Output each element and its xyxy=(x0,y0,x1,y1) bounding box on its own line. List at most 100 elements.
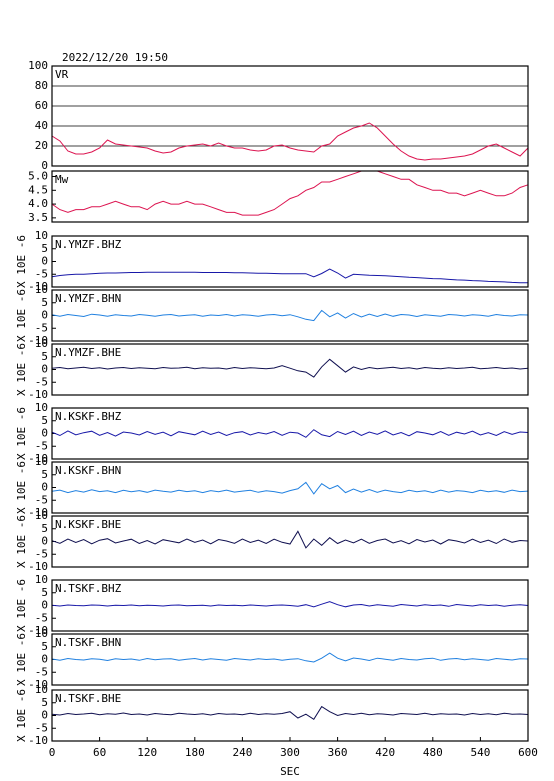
y-tick-label: 10 xyxy=(35,573,48,586)
panel-frame xyxy=(51,689,529,742)
x-tick-label: 480 xyxy=(423,746,443,759)
chart-title: 2022/12/20 19:50 xyxy=(62,51,168,64)
y-tick-label: 0 xyxy=(41,535,48,548)
x-tick-label: 240 xyxy=(232,746,252,759)
y-tick-label: -10 xyxy=(28,624,48,637)
y-tick-label: 0 xyxy=(41,255,48,268)
y-tick-label: -5 xyxy=(35,321,48,334)
y-tick-label: 0 xyxy=(41,159,48,172)
y-tick-label: 10 xyxy=(35,229,48,242)
y-tick-label: 10 xyxy=(35,337,48,350)
y-tick-label: 10 xyxy=(35,455,48,468)
y-tick-label: 10 xyxy=(35,283,48,296)
y-tick-label: 0 xyxy=(41,709,48,722)
series-line xyxy=(51,481,529,495)
panel-label: N.KSKF.BHN xyxy=(55,464,121,477)
y-tick-label: -5 xyxy=(35,665,48,678)
y-axis-label: X 10E -6 xyxy=(15,633,28,686)
y-axis-label: X 10E -6 xyxy=(15,235,28,288)
y-tick-label: 5 xyxy=(41,640,48,653)
panel-frame xyxy=(51,65,529,167)
panel-label: N.YMZF.BHE xyxy=(55,346,121,359)
y-axis-label: X 10E -6 xyxy=(15,461,28,514)
panel-label: Mw xyxy=(55,173,69,186)
panel-frame xyxy=(51,343,529,396)
x-tick-label: 540 xyxy=(470,746,490,759)
y-tick-label: -10 xyxy=(28,334,48,347)
y-tick-label: -10 xyxy=(28,280,48,293)
y-axis-label: X 10E -6 xyxy=(15,689,28,742)
y-tick-label: 60 xyxy=(35,99,48,112)
y-tick-label: 10 xyxy=(35,401,48,414)
panel-frame xyxy=(51,633,529,686)
y-tick-label: 0 xyxy=(41,363,48,376)
y-tick-label: 5 xyxy=(41,296,48,309)
series-line xyxy=(51,601,529,608)
panel-label: N.KSKF.BHE xyxy=(55,518,121,531)
y-tick-label: -5 xyxy=(35,547,48,560)
y-tick-label: 4.5 xyxy=(28,183,48,196)
y-tick-label: 20 xyxy=(35,139,48,152)
panel-label: N.YMZF.BHN xyxy=(55,292,121,305)
y-axis-label: X 10E -6 xyxy=(15,343,28,396)
x-tick-label: 600 xyxy=(518,746,538,759)
y-tick-label: -5 xyxy=(35,611,48,624)
y-tick-label: -5 xyxy=(35,439,48,452)
y-tick-label: -10 xyxy=(28,452,48,465)
x-tick-label: 360 xyxy=(328,746,348,759)
panel-label: N.KSKF.BHZ xyxy=(55,410,122,423)
series-line xyxy=(51,309,529,322)
y-tick-label: 0 xyxy=(41,481,48,494)
series-line xyxy=(51,170,529,216)
y-tick-label: 5 xyxy=(41,696,48,709)
series-line xyxy=(51,652,529,663)
panel-label: N.TSKF.BHN xyxy=(55,636,121,649)
y-tick-label: 0 xyxy=(41,427,48,440)
y-tick-label: -5 xyxy=(35,721,48,734)
y-tick-label: -5 xyxy=(35,375,48,388)
panel-frame xyxy=(51,579,529,632)
y-tick-label: 3.5 xyxy=(28,211,48,224)
y-axis-label: X 10E -6 xyxy=(15,515,28,568)
y-tick-label: -10 xyxy=(28,560,48,573)
series-line xyxy=(51,530,529,549)
y-tick-label: -10 xyxy=(28,734,48,747)
panel-frame xyxy=(51,407,529,460)
y-tick-label: 10 xyxy=(35,627,48,640)
panel-label: N.YMZF.BHZ xyxy=(55,238,122,251)
y-tick-label: 0 xyxy=(41,309,48,322)
x-tick-label: 300 xyxy=(280,746,300,759)
y-axis-label: X 10E -6 xyxy=(15,579,28,632)
y-tick-label: -5 xyxy=(35,267,48,280)
y-tick-label: 5 xyxy=(41,522,48,535)
series-line xyxy=(51,705,529,720)
y-tick-label: 80 xyxy=(35,79,48,92)
panel-frame xyxy=(51,235,529,288)
y-tick-label: 0 xyxy=(41,599,48,612)
y-tick-label: 0 xyxy=(41,653,48,666)
y-tick-label: 10 xyxy=(35,509,48,522)
y-tick-label: 100 xyxy=(28,59,48,72)
panel-label: VR xyxy=(55,68,69,81)
series-line xyxy=(51,122,529,161)
x-tick-label: 120 xyxy=(137,746,157,759)
y-tick-label: -5 xyxy=(35,493,48,506)
x-axis-label: SEC xyxy=(280,765,300,778)
y-tick-label: -10 xyxy=(28,388,48,401)
panel-frame xyxy=(51,170,529,223)
x-tick-label: 0 xyxy=(49,746,56,759)
y-tick-label: 4.0 xyxy=(28,197,48,210)
panel-frame xyxy=(51,515,529,568)
y-axis-label: X 10E -6 xyxy=(15,407,28,460)
y-tick-label: -10 xyxy=(28,506,48,519)
x-tick-label: 60 xyxy=(93,746,106,759)
panel-frame xyxy=(51,461,529,514)
y-tick-label: 5 xyxy=(41,586,48,599)
y-tick-label: 5 xyxy=(41,468,48,481)
y-tick-label: 5.0 xyxy=(28,170,48,183)
y-tick-label: 5 xyxy=(41,350,48,363)
series-line xyxy=(51,429,529,438)
y-tick-label: 10 xyxy=(35,683,48,696)
y-tick-label: 5 xyxy=(41,414,48,427)
